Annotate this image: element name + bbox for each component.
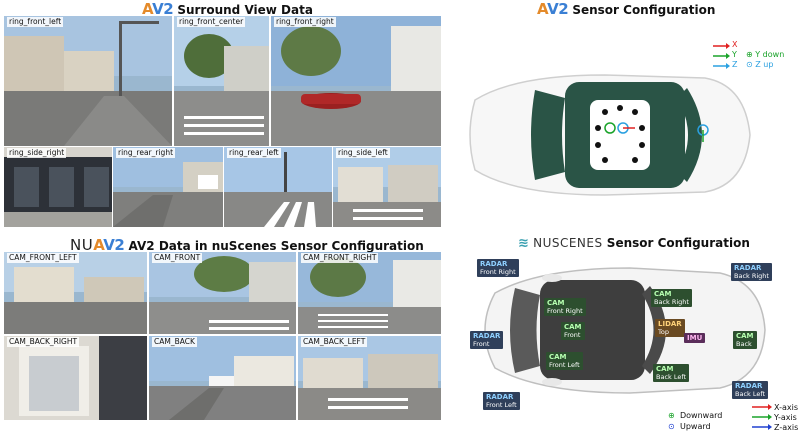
nuscenes-car-top-view [484, 267, 766, 394]
camera-label: CAM_BACK_RIGHT [7, 337, 80, 347]
sensor-radar-front-right: RADAR Front Right [477, 259, 519, 277]
sensor-radar-front-left: RADAR Front Left [483, 392, 520, 410]
camera-label: ring_front_center [177, 17, 246, 27]
legend-z-label: Z [732, 60, 738, 69]
camera-ring-markers [595, 105, 645, 163]
sensor-cam-front: CAM Front [561, 322, 585, 340]
legend-upward-icon: ⊙ [668, 422, 675, 431]
nuscenes-sensor-config-title-text: Sensor Configuration [606, 236, 750, 250]
legend-downward-label: Downward [680, 411, 723, 420]
camera-label: ring_side_left [336, 148, 390, 158]
camera-image-cam-front-right: CAM_FRONT_RIGHT [298, 252, 441, 334]
legend-y-axis-label: Y-axis [774, 413, 797, 422]
camera-label: ring_front_left [7, 17, 64, 27]
legend-downward-icon: ⊕ [668, 411, 675, 420]
legend-x-axis-label: X-axis [774, 403, 798, 412]
camera-image-ring-front-center: ring_front_center [174, 16, 269, 146]
nu-logo-text: NU [70, 236, 94, 254]
nuscenes-data-title-text: AV2 Data in nuScenes Sensor Configuratio… [128, 239, 424, 253]
av2-car-top-view [469, 74, 751, 196]
camera-image-ring-side-left: ring_side_left [333, 147, 441, 227]
surround-view-title: AV2 Surround View Data [142, 0, 313, 18]
av2-logo-a: A [93, 236, 104, 254]
camera-label: ring_rear_right [116, 148, 176, 158]
camera-image-cam-back-left: CAM_BACK_LEFT [298, 336, 441, 420]
nuscenes-logo-text: NUSCENES [533, 236, 603, 250]
legend-x-label: X [732, 40, 738, 49]
nu-axis-legend-arrows [752, 404, 772, 430]
camera-image-ring-side-right: ring_side_right [4, 147, 112, 227]
sensor-cam-back-left: CAM Back Left [653, 364, 690, 382]
av2-logo-a: A [537, 0, 548, 18]
sensor-cam-front-left: CAM Front Left [546, 352, 583, 370]
camera-label: CAM_FRONT_LEFT [7, 253, 79, 263]
camera-image-ring-front-right: ring_front_right [271, 16, 441, 146]
av2-logo-v2: V2 [152, 0, 174, 18]
av2-sensor-config-title: AV2 Sensor Configuration [537, 0, 715, 18]
sensor-lidar-top: LIDAR Top [655, 319, 685, 337]
nuscenes-sensor-config-title: ≋ NUSCENES Sensor Configuration [518, 236, 750, 251]
camera-image-cam-back-right: CAM_BACK_RIGHT [4, 336, 147, 420]
camera-label: ring_rear_left [227, 148, 281, 158]
av2-sensor-config-title-text: Sensor Configuration [572, 3, 716, 17]
sensor-cam-front-right: CAM Front Right [544, 298, 586, 316]
camera-label: ring_side_right [7, 148, 67, 158]
camera-image-ring-rear-left: ring_rear_left [224, 147, 332, 227]
camera-label: CAM_BACK_LEFT [301, 337, 368, 347]
sensor-radar-back-left: RADAR Back Left [732, 381, 769, 399]
camera-image-ring-rear-right: ring_rear_right [113, 147, 223, 227]
legend-y-label: Y [732, 50, 737, 59]
camera-image-cam-back: CAM_BACK [149, 336, 296, 420]
sensor-imu: IMU [684, 333, 706, 343]
sensor-cam-back-right: CAM Back Right [651, 289, 692, 307]
av2-logo-v2: V2 [547, 0, 569, 18]
nuscenes-data-title: NUAV2 AV2 Data in nuScenes Sensor Config… [70, 236, 424, 254]
legend-z-axis-label: Z-axis [774, 423, 799, 432]
nuscenes-logo-icon: ≋ [518, 236, 529, 251]
legend-z-up: ⊙ Z up [746, 60, 774, 69]
camera-image-cam-front: CAM_FRONT [149, 252, 296, 334]
camera-label: CAM_FRONT_RIGHT [301, 253, 379, 263]
camera-image-cam-front-left: CAM_FRONT_LEFT [4, 252, 147, 334]
legend-upward-label: Upward [680, 422, 711, 431]
camera-image-ring-front-left: ring_front_left [4, 16, 172, 146]
sensor-radar-back-right: RADAR Back Right [731, 263, 772, 281]
av2-logo-v2: V2 [103, 236, 125, 254]
sensor-radar-front: RADAR Front [470, 331, 504, 349]
camera-label: CAM_FRONT [152, 253, 203, 263]
legend-y-down: ⊕ Y down [746, 50, 785, 59]
camera-label: CAM_BACK [152, 337, 197, 347]
av2-axis-legend-arrows [713, 43, 730, 69]
sensor-cam-back: CAM Back [733, 331, 757, 349]
camera-label: ring_front_right [274, 17, 336, 27]
av2-logo-a: A [142, 0, 153, 18]
surround-view-title-text: Surround View Data [177, 3, 313, 17]
